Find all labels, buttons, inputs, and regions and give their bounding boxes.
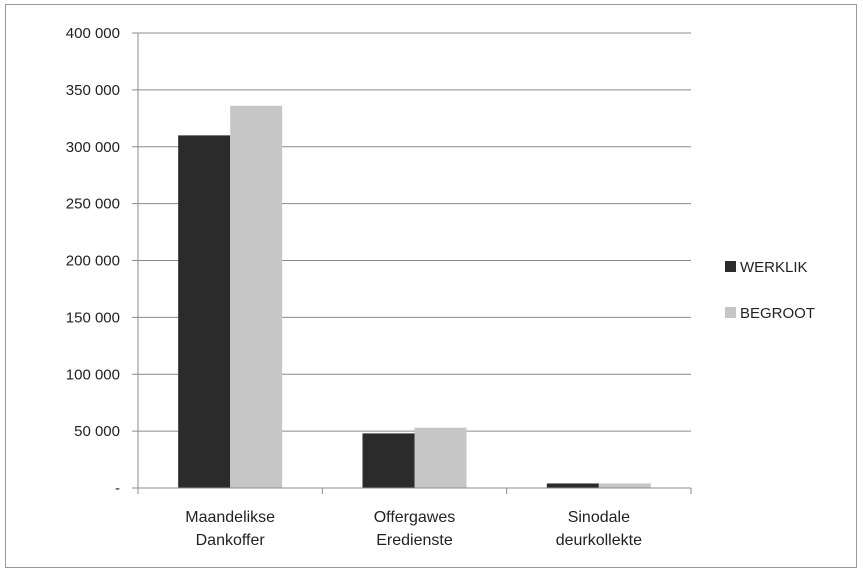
y-tick-label: 350 000 <box>66 82 120 99</box>
bar-werklik <box>546 483 599 488</box>
x-category-label: Sinodale deurkollekte <box>556 509 642 549</box>
bar-begroot <box>230 105 283 489</box>
bar-chart: - 50 000 100 000 150 000 200 000 250 000 300 0… <box>66 25 815 549</box>
y-tick-label: 300 000 <box>66 139 120 156</box>
legend-label-begroot: BEGROOT <box>740 305 815 322</box>
y-tick-label: 150 000 <box>66 309 120 326</box>
legend-label-werklik: WERKLIK <box>740 259 808 276</box>
y-tick-label: 200 000 <box>66 253 120 270</box>
y-tick-label: - <box>115 480 120 497</box>
x-category-label: Offergawes Eredienste <box>374 509 456 549</box>
bar-werklik <box>178 135 231 488</box>
y-axis-ticks: - 50 000 100 000 150 000 200 000 250 000 300 0… <box>66 25 139 497</box>
category-labels: Maandelikse Dankoffer Offergawes Eredienste… <box>185 509 642 549</box>
bar-begroot <box>598 483 651 488</box>
bar-werklik <box>362 433 415 488</box>
chart-frame: - 50 000 100 000 150 000 200 000 250 000 300 0… <box>5 4 857 568</box>
y-tick-label: 100 000 <box>66 366 120 383</box>
y-tick-label: 50 000 <box>74 423 120 440</box>
x-category-label: Maandelikse Dankoffer <box>185 509 275 549</box>
legend: WERKLIK BEGROOT <box>725 259 815 322</box>
y-tick-label: 400 000 <box>66 25 120 42</box>
legend-swatch-werklik <box>725 261 736 272</box>
y-tick-label: 250 000 <box>66 196 120 213</box>
bars <box>178 105 651 489</box>
legend-swatch-begroot <box>725 307 736 318</box>
bar-begroot <box>414 427 467 488</box>
x-axis <box>137 487 692 494</box>
